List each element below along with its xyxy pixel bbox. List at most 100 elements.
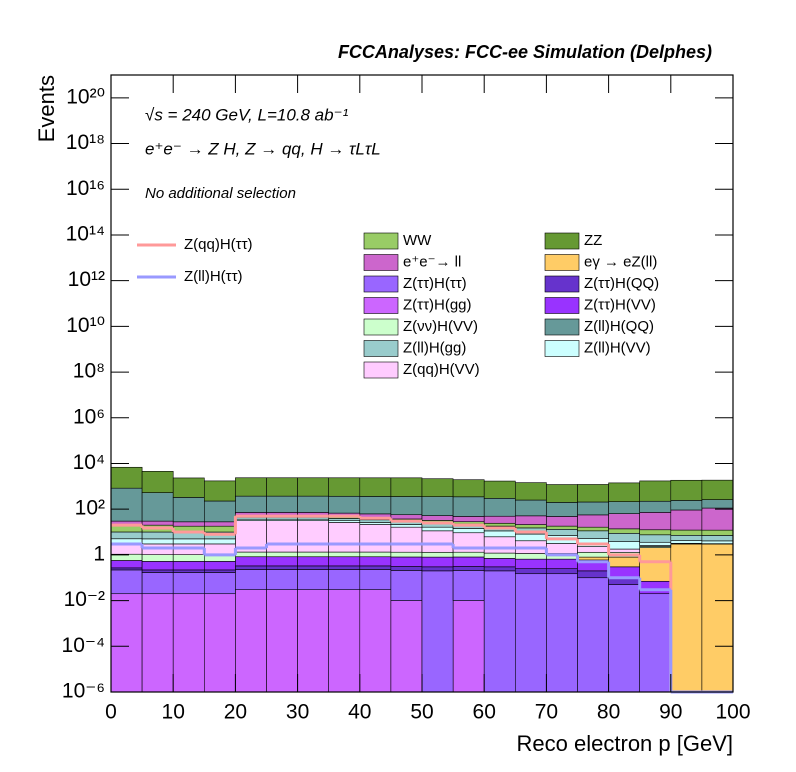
y-tick-label: 10⁸	[73, 360, 105, 383]
bar-segment	[452, 496, 485, 517]
bar-segment	[608, 584, 640, 693]
x-tick-label: 60	[473, 701, 496, 724]
bar-segment	[235, 565, 267, 570]
x-tick-label: 40	[348, 701, 371, 724]
bar-segment	[483, 552, 516, 559]
bar-segment	[577, 546, 609, 553]
bar-segment	[608, 548, 640, 553]
bar-segment	[297, 565, 330, 570]
legend-swatch	[363, 232, 399, 250]
bar-segment	[670, 529, 703, 536]
bar-segment	[266, 569, 298, 590]
bar-segment	[204, 543, 236, 555]
bar-segment	[701, 499, 734, 509]
bar-segment	[421, 570, 454, 693]
bar-segment	[577, 570, 609, 579]
bar-segment	[172, 572, 205, 595]
legend-label: Z(qq)H(VV)	[403, 361, 480, 378]
legend-swatch	[544, 254, 580, 271]
bar-segment	[172, 593, 205, 693]
bar-segment	[639, 480, 672, 502]
bar-segment	[235, 569, 267, 590]
annotation: e⁺e⁻ → Z H, Z → qq, H → τLτL	[145, 139, 381, 158]
bar-segment	[639, 512, 672, 531]
bar-segment	[701, 507, 734, 531]
y-tick-label: 10¹²	[68, 268, 105, 291]
bar-segment	[328, 477, 361, 497]
bar-segment	[670, 479, 703, 501]
bar-segment	[204, 538, 236, 545]
bar-segment	[452, 556, 485, 567]
x-tick-label: 0	[105, 701, 117, 724]
bar-segment	[266, 565, 298, 570]
bar-segment	[608, 533, 640, 542]
bar-segment	[172, 477, 205, 498]
bar-segment	[421, 566, 454, 572]
y-tick-label: 10¹⁴	[66, 223, 105, 246]
bar-segment	[359, 477, 392, 497]
bar-segment	[266, 477, 298, 497]
legend-label: Z(qq)H(ττ)	[184, 236, 253, 253]
y-tick-label: 10¹⁶	[66, 177, 105, 200]
bar-segment	[701, 543, 734, 693]
bar-segment	[328, 495, 361, 514]
bar-segment	[141, 492, 174, 522]
bar-segment	[483, 558, 516, 568]
bar-segment	[172, 554, 205, 562]
chart-title: FCCAnalyses: FCC-ee Simulation (Delphes)	[338, 42, 712, 62]
bar-segment	[670, 534, 703, 541]
bar-segment	[639, 529, 672, 536]
bar-segment	[421, 556, 454, 568]
bar-segment	[514, 553, 547, 560]
x-axis-label: Reco electron p [GeV]	[517, 731, 733, 756]
bar-segment	[141, 520, 174, 526]
bar-segment	[514, 524, 547, 529]
bar-segment	[110, 593, 143, 693]
y-tick-label: 10⁻²	[64, 588, 105, 611]
legend-swatch	[544, 340, 580, 357]
bar-segment	[639, 593, 672, 693]
legend-swatch	[544, 297, 580, 314]
bar-segment	[328, 589, 361, 693]
bar-segment	[359, 556, 392, 567]
bar-segment	[421, 551, 454, 558]
legend-label: Z(ll)H(QQ)	[584, 318, 654, 335]
x-tick-label: 100	[715, 701, 750, 724]
bar-segment	[577, 551, 609, 558]
bar-segment	[204, 521, 236, 527]
bar-segment	[359, 519, 392, 523]
bar-segment	[235, 551, 267, 558]
bar-segment	[421, 530, 454, 553]
bar-segment	[297, 589, 330, 693]
bar-segment	[546, 484, 578, 503]
bar-segment	[452, 528, 485, 534]
plot-area	[110, 466, 734, 694]
bar-segment	[483, 480, 516, 499]
bar-segment	[297, 551, 330, 558]
bar-segment	[639, 500, 672, 513]
bar-segment	[421, 526, 454, 532]
bar-segment	[328, 518, 361, 522]
bar-segment	[204, 593, 236, 693]
bar-segment	[204, 480, 236, 502]
bar-segment	[546, 573, 578, 693]
bar-segment	[514, 558, 547, 569]
bar-segment	[390, 570, 423, 601]
legend-label: Z(ll)H(gg)	[403, 339, 466, 356]
bar-segment	[359, 524, 392, 553]
bar-segment	[390, 556, 423, 567]
bar-segment	[639, 547, 672, 582]
bar-segment	[483, 515, 516, 524]
bar-segment	[577, 577, 609, 693]
bar-segment	[204, 500, 236, 523]
bar-segment	[266, 520, 298, 553]
bar-segment	[141, 572, 174, 595]
legend-swatch	[363, 275, 399, 293]
x-tick-label: 80	[597, 701, 620, 724]
bar-segment	[328, 565, 361, 570]
bar-segment	[608, 528, 640, 534]
legend-swatch	[544, 275, 580, 293]
legend-label: Z(νν)H(VV)	[403, 318, 478, 335]
bar-segment	[390, 477, 423, 497]
bar-segment	[514, 573, 547, 693]
